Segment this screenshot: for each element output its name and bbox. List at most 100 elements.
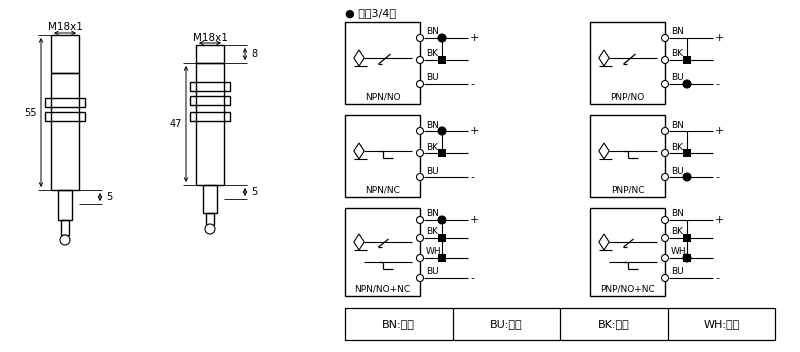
Text: BN: BN: [671, 209, 684, 219]
Circle shape: [438, 127, 446, 135]
Bar: [438, 149, 446, 157]
Circle shape: [662, 57, 669, 63]
Bar: [590, 22, 665, 104]
Text: -: -: [470, 172, 474, 182]
Bar: [190, 112, 230, 121]
Circle shape: [683, 254, 691, 262]
Bar: [51, 73, 79, 190]
Circle shape: [662, 127, 669, 134]
Circle shape: [417, 174, 423, 181]
Bar: [345, 22, 420, 104]
Text: BK: BK: [671, 50, 683, 58]
Bar: [51, 35, 79, 73]
Bar: [206, 213, 214, 225]
Bar: [590, 115, 665, 197]
Text: BK: BK: [426, 50, 438, 58]
Text: ● 直涁3/4线: ● 直涁3/4线: [345, 8, 396, 18]
Bar: [45, 112, 85, 121]
Circle shape: [417, 34, 423, 42]
Circle shape: [417, 150, 423, 157]
Circle shape: [662, 275, 669, 282]
Text: PNP/NO: PNP/NO: [610, 93, 645, 101]
Text: +: +: [470, 33, 479, 43]
Text: BK:黑色: BK:黑色: [598, 319, 630, 329]
Bar: [590, 208, 665, 296]
Circle shape: [662, 254, 669, 262]
Text: -: -: [470, 273, 474, 283]
Text: PNP/NC: PNP/NC: [610, 186, 644, 195]
Text: 55: 55: [25, 107, 37, 118]
Text: BU: BU: [426, 74, 438, 82]
Text: BU: BU: [671, 74, 684, 82]
Bar: [345, 308, 775, 340]
Circle shape: [417, 57, 423, 63]
Text: PNP/NO+NC: PNP/NO+NC: [600, 284, 655, 294]
Circle shape: [662, 150, 669, 157]
Text: 8: 8: [251, 49, 257, 59]
Circle shape: [662, 216, 669, 224]
Text: BN: BN: [426, 120, 439, 130]
Text: BU: BU: [671, 166, 684, 176]
Circle shape: [662, 81, 669, 88]
Bar: [45, 98, 85, 107]
Text: BK: BK: [426, 143, 438, 151]
Text: M18x1: M18x1: [47, 22, 82, 32]
Text: -: -: [715, 273, 719, 283]
Bar: [196, 45, 224, 63]
Circle shape: [417, 254, 423, 262]
Circle shape: [662, 234, 669, 241]
Text: BU:兰色: BU:兰色: [490, 319, 522, 329]
Bar: [438, 234, 446, 242]
Circle shape: [683, 80, 691, 88]
Bar: [61, 220, 69, 235]
Text: +: +: [715, 215, 724, 225]
Text: +: +: [715, 126, 724, 136]
Circle shape: [205, 224, 215, 234]
Bar: [683, 56, 691, 64]
Text: NPN/NO+NC: NPN/NO+NC: [354, 284, 410, 294]
Bar: [438, 254, 446, 262]
Text: NPN/NO: NPN/NO: [365, 93, 400, 101]
Text: BN: BN: [426, 27, 439, 37]
Circle shape: [438, 34, 446, 42]
Bar: [345, 115, 420, 197]
Text: 5: 5: [106, 192, 112, 202]
Bar: [190, 96, 230, 105]
Circle shape: [438, 216, 446, 224]
Text: BU: BU: [426, 268, 438, 277]
Bar: [683, 234, 691, 242]
Text: WH: WH: [671, 247, 686, 257]
Circle shape: [60, 235, 70, 245]
Text: +: +: [470, 126, 479, 136]
Bar: [58, 190, 72, 220]
Bar: [345, 208, 420, 296]
Text: 5: 5: [251, 187, 258, 197]
Text: +: +: [715, 33, 724, 43]
Text: BK: BK: [671, 227, 683, 237]
Text: -: -: [715, 172, 719, 182]
Circle shape: [417, 81, 423, 88]
Bar: [683, 149, 691, 157]
Bar: [438, 56, 446, 64]
Text: -: -: [715, 79, 719, 89]
Text: BU: BU: [426, 166, 438, 176]
Text: M18x1: M18x1: [193, 33, 227, 43]
Circle shape: [417, 234, 423, 241]
Bar: [196, 63, 224, 185]
Text: WH:白色: WH:白色: [703, 319, 739, 329]
Text: 47: 47: [170, 119, 182, 129]
Circle shape: [417, 216, 423, 224]
Circle shape: [662, 34, 669, 42]
Bar: [190, 82, 230, 91]
Bar: [203, 185, 217, 213]
Text: BU: BU: [671, 268, 684, 277]
Circle shape: [683, 173, 691, 181]
Circle shape: [417, 127, 423, 134]
Text: BN: BN: [671, 27, 684, 37]
Text: +: +: [470, 215, 479, 225]
Text: BN:棕色: BN:棕色: [382, 319, 415, 329]
Circle shape: [662, 174, 669, 181]
Text: BN: BN: [671, 120, 684, 130]
Text: WH: WH: [426, 247, 442, 257]
Text: BK: BK: [671, 143, 683, 151]
